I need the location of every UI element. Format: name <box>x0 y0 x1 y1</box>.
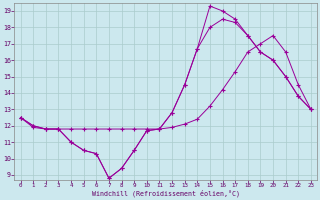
X-axis label: Windchill (Refroidissement éolien,°C): Windchill (Refroidissement éolien,°C) <box>92 190 240 197</box>
